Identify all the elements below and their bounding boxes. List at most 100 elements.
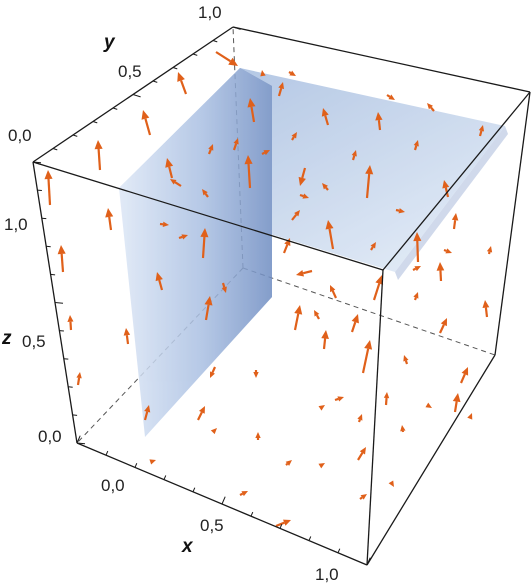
field-arrow (275, 519, 291, 528)
field-arrow-shaft (351, 155, 356, 161)
surface-right-strip (395, 126, 508, 280)
field-arrow-head (318, 405, 325, 411)
field-arrow-shaft (201, 236, 206, 259)
field-arrow-shaft (204, 304, 210, 321)
x-tick-label-1: 1,0 (315, 565, 339, 584)
field-arrow (178, 234, 188, 240)
field-arrow (221, 282, 227, 293)
field-arrow-shaft (215, 51, 231, 63)
field-arrow-head (284, 238, 291, 246)
field-arrow (143, 405, 151, 421)
field-arrow-shaft (386, 94, 391, 98)
field-arrow-shaft (325, 186, 329, 191)
field-arrow-shaft (357, 419, 361, 423)
y-axis-tick (232, 26, 241, 30)
x-axis-tick (105, 450, 109, 456)
field-arrow-head (427, 103, 433, 110)
field-arrow-shaft (69, 321, 73, 331)
field-arrow-head (105, 208, 114, 218)
axis-names: y z x (1, 32, 194, 557)
field-arrow (361, 340, 373, 374)
field-arrow-head (482, 300, 490, 309)
field-arrow (159, 221, 169, 228)
field-arrow-head (204, 296, 213, 306)
field-arrow-head (370, 242, 376, 249)
field-arrow-head (177, 72, 185, 82)
field-arrow-shaft (324, 115, 330, 126)
field-arrow-head (149, 459, 156, 465)
field-arrow (372, 275, 384, 301)
field-arrow-shaft (384, 397, 388, 406)
field-arrow-shaft (261, 151, 266, 155)
z-axis-tick (76, 442, 86, 445)
field-arrow (253, 370, 259, 378)
field-arrow-head (296, 269, 305, 277)
field-arrow-head (318, 463, 325, 469)
z-tick-label-0-5: 0,5 (22, 332, 46, 351)
field-arrow-head (247, 98, 256, 108)
box-visible-edges (32, 26, 531, 566)
x-tick-label-0-5: 0,5 (200, 516, 224, 535)
axis-ticks (32, 26, 371, 566)
field-arrow (57, 245, 66, 273)
field-arrow (288, 70, 296, 76)
y-axis-name: y (103, 32, 116, 53)
y-axis-tick (72, 134, 78, 137)
field-arrow (436, 262, 445, 282)
field-arrow (413, 140, 419, 151)
field-arrow-head (400, 425, 406, 432)
field-arrow-shaft (478, 130, 483, 137)
field-arrow (370, 242, 376, 251)
field-arrow (357, 447, 366, 461)
field-arrow-head (322, 183, 328, 190)
x-tick-label-0: 0,0 (101, 476, 125, 495)
field-arrow-head (365, 165, 374, 175)
field-arrow (467, 413, 473, 420)
field-arrow-head (375, 275, 384, 285)
field-arrow-shaft (413, 297, 417, 301)
field-arrow (200, 228, 209, 259)
field-arrow (403, 355, 409, 365)
field-arrow (210, 428, 217, 435)
field-arrow-shaft (315, 314, 320, 320)
field-arrow (94, 140, 103, 171)
field-arrow (321, 108, 330, 126)
field-arrow-shaft (328, 228, 335, 250)
field-arrow-shaft (301, 167, 307, 179)
field-arrow-head (330, 285, 336, 293)
field-arrow-shaft (359, 496, 363, 500)
field-arrow (141, 110, 152, 136)
field-arrow-head (445, 248, 452, 254)
field-arrow-shaft (412, 267, 417, 271)
field-arrow-head (302, 193, 309, 199)
field-arrow (67, 315, 74, 331)
field-arrow-head (294, 210, 300, 217)
field-arrow-shaft (443, 248, 447, 252)
field-arrow (149, 459, 156, 465)
field-arrow-head (255, 432, 261, 438)
field-arrow-shaft (168, 166, 174, 179)
field-arrow (322, 183, 329, 191)
field-arrow (395, 208, 405, 214)
field-arrow-head (170, 179, 177, 185)
field-arrow (459, 367, 469, 384)
field-arrow (197, 406, 205, 421)
field-arrow-head (278, 82, 285, 90)
field-arrow (351, 150, 357, 161)
field-arrow-head (452, 393, 461, 403)
x-axis-tick (192, 487, 196, 492)
field-arrow-head (285, 460, 292, 466)
z-axis-name: z (1, 328, 12, 349)
y-axis-tick (212, 40, 218, 43)
field-arrow-shaft (487, 251, 491, 255)
field-arrow-shaft (413, 145, 418, 151)
field-arrow-head (388, 480, 394, 487)
field-arrow-head (44, 170, 53, 180)
field-arrow (318, 405, 325, 411)
field-arrow-head (337, 396, 344, 402)
field-arrow-shaft (288, 71, 292, 74)
field-arrow (244, 155, 253, 189)
field-arrow-head (263, 150, 270, 156)
field-arrow (413, 292, 419, 301)
field-arrow-shaft (144, 118, 152, 136)
